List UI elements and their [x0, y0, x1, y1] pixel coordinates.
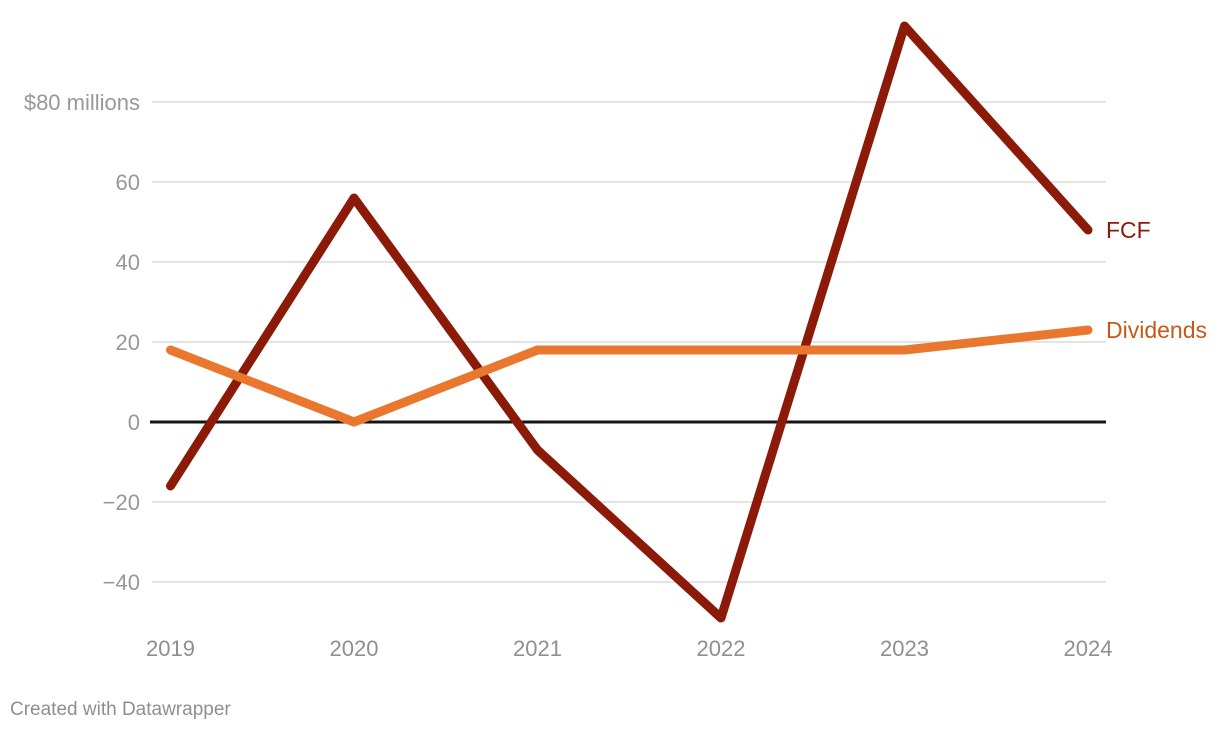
x-tick-label: 2022 [697, 636, 746, 661]
x-tick-label: 2020 [330, 636, 379, 661]
y-tick-label: 60 [116, 170, 140, 195]
series-label-dividends: Dividends [1106, 317, 1207, 343]
x-tick-label: 2019 [146, 636, 195, 661]
x-tick-label: 2021 [513, 636, 562, 661]
x-tick-label: 2024 [1064, 636, 1113, 661]
series-line-dividends [166, 325, 1093, 427]
y-axis-labels: $80 millions 60 40 20 0 −20 −40 [24, 90, 140, 595]
x-tick-label: 2023 [880, 636, 929, 661]
y-tick-label: 40 [116, 250, 140, 275]
y-tick-label: $80 millions [24, 90, 140, 115]
series-line-fcf [166, 21, 1093, 623]
x-axis-labels: 2019 2020 2021 2022 2023 2024 [146, 636, 1112, 661]
y-tick-label: −40 [103, 570, 140, 595]
y-tick-label: −20 [103, 490, 140, 515]
y-tick-label: 20 [116, 330, 140, 355]
series-label-fcf: FCF [1106, 217, 1151, 243]
y-tick-label: 0 [128, 410, 140, 435]
attribution: Created with Datawrapper [10, 699, 231, 720]
